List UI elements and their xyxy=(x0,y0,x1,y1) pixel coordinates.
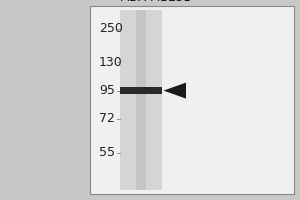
Text: 72: 72 xyxy=(99,112,115,125)
Bar xyxy=(136,10,146,190)
Bar xyxy=(120,10,162,190)
Polygon shape xyxy=(164,83,186,99)
Text: 130: 130 xyxy=(99,56,123,69)
Bar xyxy=(120,87,162,94)
Text: 55: 55 xyxy=(99,146,115,159)
Text: 250: 250 xyxy=(99,22,123,35)
Bar xyxy=(90,6,294,194)
Text: 95: 95 xyxy=(99,84,115,97)
Text: MDA-MB231: MDA-MB231 xyxy=(120,0,192,4)
FancyBboxPatch shape xyxy=(90,6,294,194)
